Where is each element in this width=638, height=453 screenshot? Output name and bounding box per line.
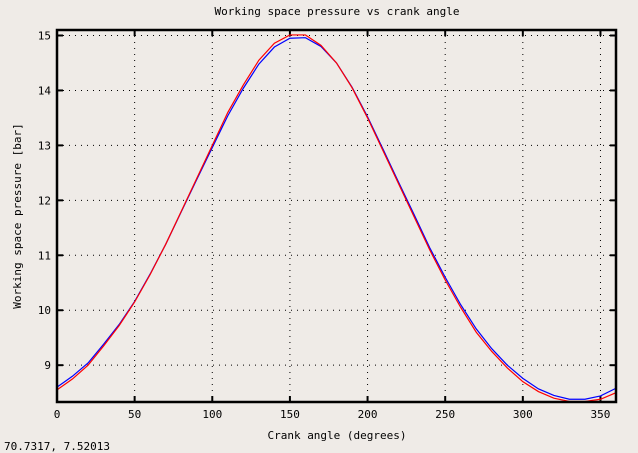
grid xyxy=(57,30,616,402)
y-tick-label: 13 xyxy=(38,139,51,152)
x-tick-label: 100 xyxy=(202,408,222,421)
series-lines xyxy=(56,34,617,403)
x-tick-label: 0 xyxy=(54,408,61,421)
series-line xyxy=(56,34,617,403)
ticks: 0 50 100 150 200 250 300 350 9 10 11 12 13 14 15 xyxy=(38,29,616,421)
y-tick-label: 14 xyxy=(38,84,52,97)
y-tick-label: 9 xyxy=(44,359,51,372)
x-tick-label: 200 xyxy=(358,408,378,421)
y-tick-label: 10 xyxy=(38,304,51,317)
chart-title: Working space pressure vs crank angle xyxy=(214,5,459,18)
x-tick-label: 50 xyxy=(128,408,141,421)
y-axis-label: Working space pressure [bar] xyxy=(11,123,24,308)
y-tick-label: 12 xyxy=(38,194,51,207)
series-line xyxy=(56,37,617,400)
x-tick-label: 250 xyxy=(435,408,455,421)
y-tick-label: 15 xyxy=(38,29,51,42)
y-tick-label: 11 xyxy=(38,249,51,262)
plot-frame xyxy=(55,28,618,404)
x-tick-label: 150 xyxy=(280,408,300,421)
x-axis-label: Crank angle (degrees) xyxy=(267,429,406,442)
x-tick-label: 300 xyxy=(513,408,533,421)
x-tick-label: 350 xyxy=(591,408,611,421)
